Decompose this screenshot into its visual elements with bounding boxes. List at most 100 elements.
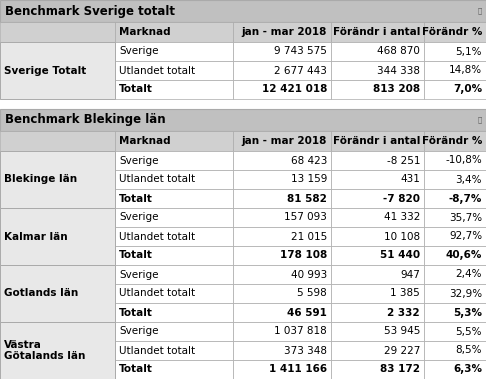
Bar [115,170,233,189]
Bar [115,22,233,42]
Bar [424,246,486,265]
Text: 83 172: 83 172 [380,365,420,374]
Text: 14,8%: 14,8% [449,66,482,75]
Text: 2 677 443: 2 677 443 [274,66,327,75]
Bar [0,131,115,151]
Text: ⭳: ⭳ [478,117,482,123]
Text: 3,4%: 3,4% [455,174,482,185]
Bar [331,170,424,189]
Bar [233,61,331,80]
Text: Totalt: Totalt [119,251,153,260]
Bar [331,42,424,61]
Text: 12 421 018: 12 421 018 [261,85,327,94]
Text: 5,5%: 5,5% [455,326,482,337]
Text: Totalt: Totalt [119,365,153,374]
Bar [0,22,115,42]
Text: 1 385: 1 385 [390,288,420,299]
Bar [115,151,233,170]
Text: 373 348: 373 348 [284,346,327,356]
Text: Kalmar län: Kalmar län [4,232,68,241]
Bar [424,322,486,341]
Bar [331,265,424,284]
Text: 40,6%: 40,6% [446,251,482,260]
Bar [0,322,115,379]
Bar [0,109,486,131]
Text: 947: 947 [400,269,420,279]
Text: Västra
Götalands län: Västra Götalands län [4,340,86,361]
Bar [424,61,486,80]
Text: 8,5%: 8,5% [455,346,482,356]
Bar [0,265,115,322]
Bar [331,303,424,322]
Bar [233,80,331,99]
Text: Utlandet totalt: Utlandet totalt [119,66,195,75]
Bar [115,42,233,61]
Bar [233,208,331,227]
Bar [331,284,424,303]
Text: Totalt: Totalt [119,194,153,204]
Bar [424,360,486,379]
Bar [424,284,486,303]
Text: Utlandet totalt: Utlandet totalt [119,174,195,185]
Text: 468 870: 468 870 [377,47,420,56]
Bar [424,42,486,61]
Bar [233,151,331,170]
Text: 157 093: 157 093 [284,213,327,222]
Text: -10,8%: -10,8% [445,155,482,166]
Text: 178 108: 178 108 [280,251,327,260]
Bar [115,360,233,379]
Bar [115,61,233,80]
Bar [331,131,424,151]
Bar [115,322,233,341]
Text: 46 591: 46 591 [287,307,327,318]
Text: Förändr %: Förändr % [422,136,482,146]
Bar [0,151,115,208]
Text: 2 332: 2 332 [387,307,420,318]
Text: 5,1%: 5,1% [455,47,482,56]
Bar [233,360,331,379]
Bar [331,360,424,379]
Bar [424,131,486,151]
Text: 51 440: 51 440 [380,251,420,260]
Text: 5,3%: 5,3% [453,307,482,318]
Text: Sverige: Sverige [119,47,158,56]
Text: 41 332: 41 332 [383,213,420,222]
Text: Marknad: Marknad [119,27,171,37]
Text: Förändr i antal: Förändr i antal [332,136,420,146]
Bar [331,80,424,99]
Bar [115,284,233,303]
Bar [331,189,424,208]
Text: -8 251: -8 251 [386,155,420,166]
Text: 1 037 818: 1 037 818 [274,326,327,337]
Bar [331,246,424,265]
Bar [331,227,424,246]
Text: Blekinge län: Blekinge län [4,174,77,185]
Bar [424,80,486,99]
Text: Utlandet totalt: Utlandet totalt [119,346,195,356]
Text: Totalt: Totalt [119,307,153,318]
Bar [233,322,331,341]
Text: Sverige: Sverige [119,213,158,222]
Text: 5 598: 5 598 [297,288,327,299]
Bar [424,227,486,246]
Bar [424,341,486,360]
Text: 10 108: 10 108 [384,232,420,241]
Bar [233,131,331,151]
Bar [424,303,486,322]
Text: Gotlands län: Gotlands län [4,288,78,299]
Bar [233,303,331,322]
Text: 21 015: 21 015 [291,232,327,241]
Bar [331,322,424,341]
Bar [233,22,331,42]
Bar [233,227,331,246]
Bar [233,265,331,284]
Bar [115,227,233,246]
Text: 2,4%: 2,4% [455,269,482,279]
Bar [115,246,233,265]
Bar [331,208,424,227]
Text: 35,7%: 35,7% [449,213,482,222]
Bar [424,151,486,170]
Bar [331,22,424,42]
Text: 6,3%: 6,3% [453,365,482,374]
Bar [233,284,331,303]
